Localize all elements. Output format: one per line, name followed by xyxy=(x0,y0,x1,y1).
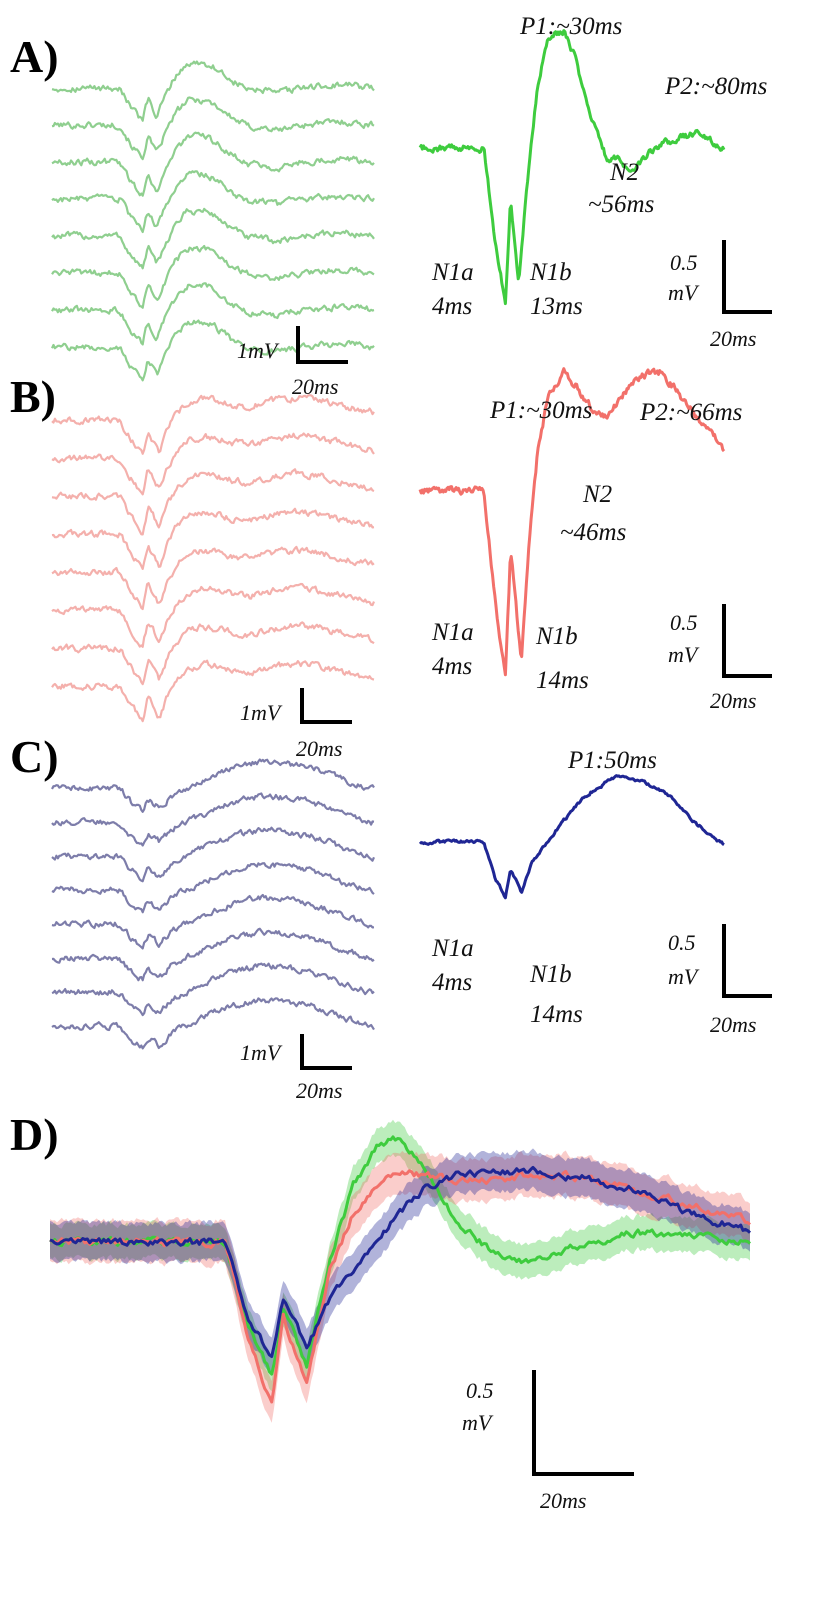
scale-label-b-trials-time: 20ms xyxy=(296,736,342,761)
trial-trace-c-3 xyxy=(51,826,376,883)
panel-label-c: C) xyxy=(10,731,59,782)
trial-trace-a-5 xyxy=(51,207,375,270)
annotation-b-n2: N2 xyxy=(582,481,612,508)
average-traces xyxy=(418,29,726,900)
scale-label-b-avg-unit: mV xyxy=(668,642,700,667)
annotation-c-n1b-latency: 14ms xyxy=(530,1001,583,1028)
scale-label-a-avg-time: 20ms xyxy=(710,326,756,351)
scale-bar-d xyxy=(532,1370,634,1476)
scale-label-c-trials-time: 20ms xyxy=(296,1078,342,1103)
trial-trace-b-3 xyxy=(51,468,375,536)
trial-trace-a-8 xyxy=(51,319,375,382)
annotation-c-n1a: N1a xyxy=(431,935,474,962)
trial-trace-a-4 xyxy=(51,170,375,234)
sem-band-3 xyxy=(50,1148,750,1376)
annotation-b-n1a: N1a xyxy=(431,619,474,646)
average-trace-a xyxy=(418,29,726,306)
scale-bar-b-trials xyxy=(300,688,352,724)
trial-trace-c-5 xyxy=(51,893,375,950)
annotation-a-n2: N2 xyxy=(609,159,639,186)
trial-trace-a-2 xyxy=(51,96,375,161)
scale-bar-c-avg xyxy=(722,924,772,998)
scale-label-b-avg-amp: 0.5 xyxy=(670,610,698,635)
scale-bar-a-trials xyxy=(296,326,348,364)
trial-trace-c-2 xyxy=(51,792,375,847)
scale-bar-c-trials xyxy=(300,1034,352,1070)
annotation-a-n2-latency: ~56ms xyxy=(588,191,654,218)
annotation-a-p1: P1:~30ms xyxy=(519,13,622,40)
annotation-a-p2: P2:~80ms xyxy=(664,73,767,100)
annotation-a-n1a: N1a xyxy=(431,259,474,286)
scale-label-c-trials-amp: 1mV xyxy=(240,1040,283,1065)
trial-trace-c-7 xyxy=(51,962,375,1017)
mean-trace-3 xyxy=(49,1165,752,1358)
scale-label-d-amp: 0.5 xyxy=(466,1378,494,1403)
scale-label-a-avg-unit: mV xyxy=(668,280,700,305)
trial-trace-a-1 xyxy=(51,60,375,122)
trial-trace-c-1 xyxy=(51,758,375,813)
trial-trace-a-3 xyxy=(51,131,375,197)
annotation-b-n1a-latency: 4ms xyxy=(432,653,472,680)
scale-label-d-time: 20ms xyxy=(540,1488,586,1513)
trial-trace-c-6 xyxy=(51,927,375,982)
trial-trace-b-6 xyxy=(51,582,376,648)
trial-trace-b-4 xyxy=(51,507,375,570)
trial-trace-b-5 xyxy=(51,545,375,611)
annotation-b-n1b: N1b xyxy=(535,623,578,650)
scale-label-c-avg-unit: mV xyxy=(668,964,700,989)
trial-trace-b-8 xyxy=(51,659,375,723)
average-trace-c xyxy=(418,774,725,900)
scale-label-c-avg-time: 20ms xyxy=(710,1012,756,1037)
trial-trace-b-2 xyxy=(51,432,375,496)
annotation-c-p1: P1:50ms xyxy=(567,747,657,774)
mean-trace-2 xyxy=(49,1169,751,1404)
scale-label-a-avg-amp: 0.5 xyxy=(670,250,698,275)
scale-bar-b-avg xyxy=(722,604,772,678)
annotation-b-p2: P2:~66ms xyxy=(639,399,742,426)
scale-label-a-trials-amp: 1mV xyxy=(237,338,280,363)
trial-trace-a-6 xyxy=(51,244,375,309)
annotation-a-n1b: N1b xyxy=(529,259,572,286)
scale-bar-a-avg xyxy=(722,240,772,314)
mean-sem-overlay xyxy=(49,1119,752,1423)
annotation-a-n1b-latency: 13ms xyxy=(530,293,583,320)
scale-label-a-trials-time: 20ms xyxy=(292,374,338,399)
trial-trace-c-8 xyxy=(51,997,375,1050)
annotation-a-n1a-latency: 4ms xyxy=(432,293,472,320)
trial-trace-b-1 xyxy=(51,394,375,455)
scale-label-b-avg-time: 20ms xyxy=(710,688,756,713)
scale-label-c-avg-amp: 0.5 xyxy=(668,930,696,955)
average-trace-b xyxy=(418,367,726,677)
trial-trace-c-4 xyxy=(51,862,375,914)
annotation-b-n2-latency: ~46ms xyxy=(560,519,626,546)
annotation-b-n1b-latency: 14ms xyxy=(536,667,589,694)
panel-label-d: D) xyxy=(10,1109,59,1160)
trial-trace-a-7 xyxy=(51,282,375,346)
single-trial-traces xyxy=(51,60,376,1050)
annotation-b-p1: P1:~30ms xyxy=(489,397,592,424)
panel-label-b: B) xyxy=(10,371,56,422)
annotation-c-n1b: N1b xyxy=(529,961,572,988)
sem-band-1 xyxy=(50,1119,750,1392)
scale-label-d-unit: mV xyxy=(462,1410,494,1435)
trial-trace-b-7 xyxy=(51,621,375,686)
annotation-c-n1a-latency: 4ms xyxy=(432,969,472,996)
panel-label-a: A) xyxy=(10,31,59,82)
scale-label-b-trials-amp: 1mV xyxy=(240,700,283,725)
